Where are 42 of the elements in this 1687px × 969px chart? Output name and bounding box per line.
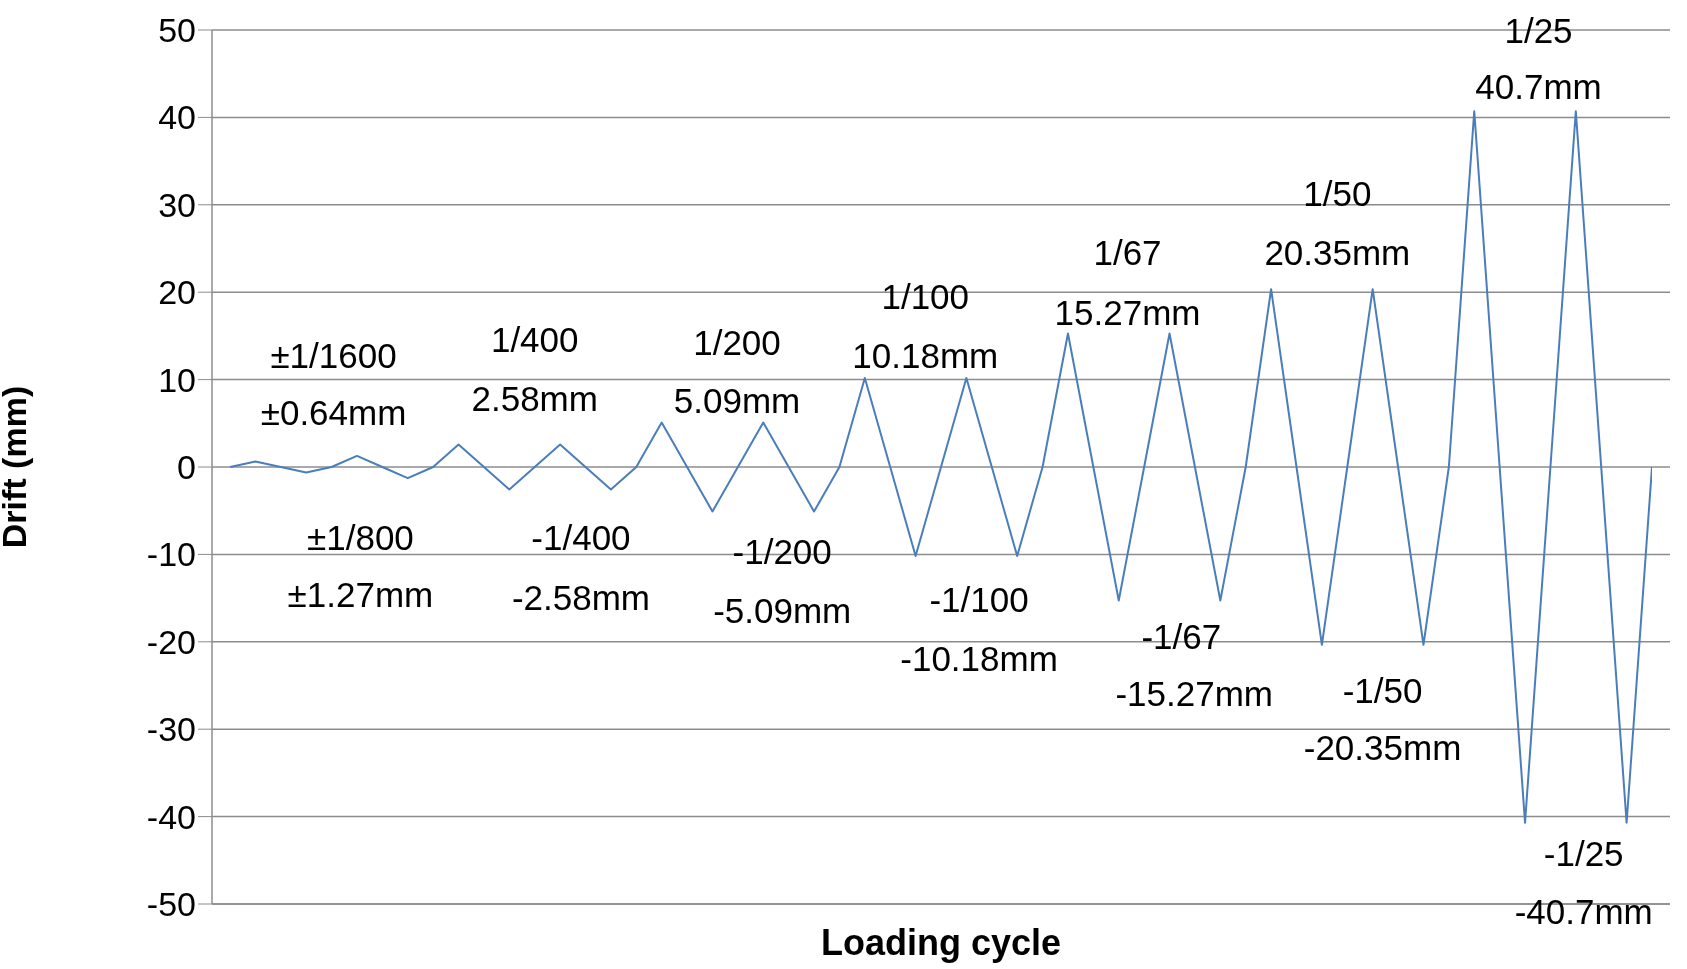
annotation: ±0.64mm [260,392,407,432]
annotation: -1/50 [1342,671,1423,711]
annotation: -1/25 [1543,833,1624,873]
y-tick-label: 20 [158,273,196,312]
y-tick-label: 50 [158,11,196,50]
annotation: 1/200 [693,322,781,362]
annotation: ±1/800 [307,518,414,558]
annotation: 1/100 [881,277,970,317]
annotation: 1/50 [1303,174,1372,214]
y-tick-label: -30 [146,710,196,749]
annotation: -1/400 [531,518,631,558]
annotation: 5.09mm [673,380,801,420]
annotation: -40.7mm [1514,891,1653,931]
y-tick-label: 0 [177,448,196,487]
annotation: -1/200 [732,532,832,572]
annotation: 10.18mm [852,335,999,375]
y-tick-label: -20 [146,622,196,661]
y-tick-label: -50 [146,885,196,924]
line-series [230,110,1652,824]
annotation: 2.58mm [471,378,598,418]
annotation: 1/25 [1504,10,1573,50]
y-tick-label: 10 [158,360,196,399]
annotation: 40.7mm [1475,66,1602,106]
annotation: ±1/1600 [270,335,397,375]
annotation: 20.35mm [1264,233,1411,273]
y-axis-title: Drift (mm) [0,385,34,549]
y-tick-label: 30 [158,185,196,224]
annotation: 15.27mm [1054,292,1201,332]
annotation: -15.27mm [1115,674,1274,714]
annotation: -5.09mm [713,590,852,630]
annotation: 1/67 [1093,233,1162,273]
annotation: -1/67 [1141,617,1222,657]
annotation: -10.18mm [900,638,1058,678]
annotation: -1/100 [929,579,1029,619]
annotation: -2.58mm [511,577,651,617]
y-tick-label: -40 [146,797,196,836]
y-tick-label: -10 [146,535,196,574]
annotation: 1/400 [490,320,579,360]
annotation: -20.35mm [1303,728,1462,768]
annotation: ±1.27mm [287,575,434,615]
x-axis-title: Loading cycle [820,922,1062,963]
y-tick-label: 40 [158,98,196,137]
